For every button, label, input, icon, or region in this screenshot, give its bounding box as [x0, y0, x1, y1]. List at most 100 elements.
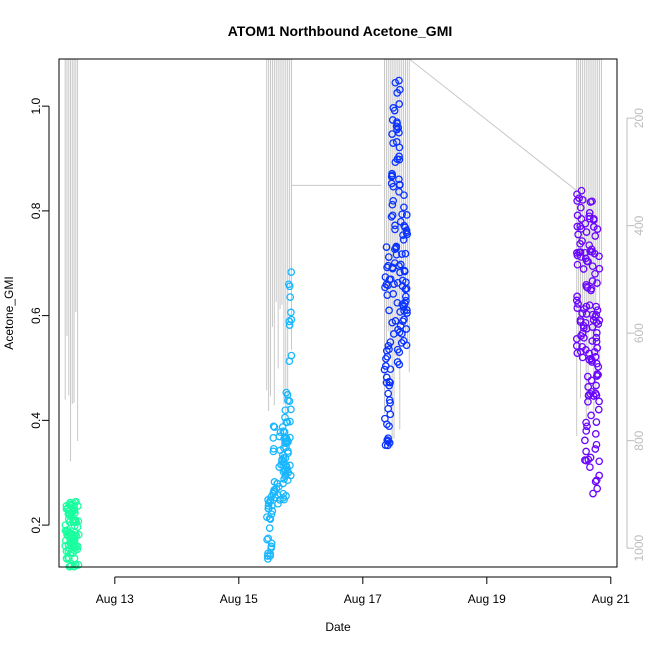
y-axis-label: Acetone_GMI — [2, 276, 16, 349]
data-point-series-3 — [401, 223, 409, 232]
chart-title: ATOM1 Northbound Acetone_GMI — [228, 23, 453, 39]
data-point-series-2 — [264, 534, 273, 543]
y-tick-label: 0.6 — [29, 307, 43, 324]
y-tick-label: 0.2 — [29, 516, 43, 533]
data-point-series-1 — [68, 509, 77, 517]
data-point-series-4 — [581, 219, 590, 228]
y-axis: 0.2 0.4 0.6 0.8 1.0 — [29, 97, 50, 533]
data-point-series-4 — [592, 302, 600, 311]
data-point-series-4 — [573, 251, 582, 260]
data-point-series-3 — [393, 89, 402, 97]
data-point-series-3 — [380, 365, 389, 374]
data-point-series-4 — [573, 222, 582, 231]
data-point-series-2 — [267, 539, 276, 548]
data-point-series-2 — [287, 405, 295, 414]
data-point-series-3 — [400, 203, 408, 212]
y2-tick-label: 800 — [632, 430, 646, 450]
altitude-trace — [64, 58, 602, 462]
data-point-series-3 — [402, 278, 410, 287]
data-point-series-4 — [588, 323, 597, 331]
data-point-series-4 — [578, 353, 587, 362]
data-point-series-3 — [396, 321, 405, 330]
data-point-series-4 — [585, 355, 594, 364]
data-point-series-3 — [398, 250, 406, 258]
data-point-series-4 — [576, 239, 584, 248]
data-point-series-4 — [583, 372, 592, 381]
data-point-series-3 — [389, 139, 397, 147]
y2-axis: 200 400 600 800 1000 — [626, 108, 646, 562]
data-point-series-4 — [581, 254, 590, 263]
data-point-series-2 — [280, 475, 288, 483]
data-point-series-2 — [280, 458, 288, 466]
data-point-series-4 — [592, 381, 600, 390]
data-point-series-2 — [285, 397, 294, 406]
data-point-series-3 — [392, 242, 401, 251]
data-point-series-4 — [589, 489, 597, 498]
data-point-series-4 — [593, 484, 602, 493]
data-point-series-1 — [67, 538, 75, 547]
data-point-series-3 — [395, 76, 403, 85]
plot-frame — [58, 58, 618, 568]
data-point-series-4 — [582, 282, 591, 291]
data-point-series-2 — [263, 535, 271, 544]
data-point-series-4 — [573, 292, 581, 301]
data-point-series-4 — [594, 405, 603, 414]
data-point-series-4 — [592, 418, 601, 426]
data-point-series-4 — [576, 318, 585, 326]
data-point-series-3 — [390, 106, 399, 115]
y-tick-label: 1.0 — [29, 97, 43, 114]
data-point-series-4 — [588, 277, 597, 285]
data-point-series-4 — [589, 214, 598, 223]
data-point-series-3 — [400, 315, 408, 324]
data-point-series-4 — [582, 447, 590, 456]
data-point-series-2 — [286, 293, 295, 301]
data-point-series-4 — [591, 232, 600, 240]
data-point-series-1 — [70, 518, 79, 527]
data-point-series-4 — [595, 457, 604, 466]
data-point-series-4 — [592, 329, 601, 337]
data-point-series-4 — [595, 264, 604, 273]
data-point-series-3 — [402, 211, 411, 219]
data-point-series-4 — [593, 306, 602, 315]
data-point-series-4 — [592, 333, 601, 342]
data-point-series-2 — [271, 493, 280, 502]
data-point-series-4 — [573, 349, 582, 357]
x-tick-label: Aug 15 — [220, 592, 258, 606]
data-point-series-4 — [595, 316, 604, 325]
data-point-series-2 — [285, 321, 294, 329]
data-point-series-4 — [591, 430, 600, 438]
data-point-series-1 — [64, 546, 73, 555]
data-point-series-2 — [269, 447, 278, 456]
data-point-series-3 — [395, 360, 404, 369]
data-point-series-4 — [587, 411, 595, 420]
data-point-series-3 — [396, 268, 404, 277]
data-point-series-3 — [389, 196, 398, 205]
data-point-series-4 — [588, 197, 596, 206]
y2-tick-label: 600 — [632, 323, 646, 343]
x-tick-label: Aug 19 — [468, 592, 506, 606]
data-point-series-3 — [399, 231, 407, 239]
data-point-series-4 — [575, 194, 583, 203]
data-point-series-4 — [584, 383, 593, 391]
data-point-series-3 — [388, 211, 397, 220]
data-point-series-3 — [398, 210, 406, 219]
data-point-series-2 — [266, 550, 275, 558]
data-point-series-4 — [581, 248, 589, 257]
data-point-series-3 — [396, 217, 405, 226]
data-point-series-4 — [586, 463, 594, 472]
data-point-series-1 — [73, 545, 82, 554]
data-point-series-4 — [581, 436, 589, 445]
data-points — [61, 76, 604, 571]
data-point-series-2 — [265, 524, 274, 532]
x-tick-label: Aug 13 — [96, 592, 134, 606]
data-point-series-4 — [586, 247, 595, 256]
data-point-series-3 — [382, 378, 391, 387]
data-point-series-1 — [70, 522, 79, 530]
data-point-series-3 — [384, 434, 392, 443]
data-point-series-3 — [383, 263, 391, 272]
data-point-series-1 — [71, 561, 80, 569]
data-point-series-2 — [276, 428, 285, 437]
data-point-series-3 — [391, 225, 399, 234]
data-point-series-3 — [385, 438, 394, 447]
data-point-series-3 — [400, 266, 409, 275]
